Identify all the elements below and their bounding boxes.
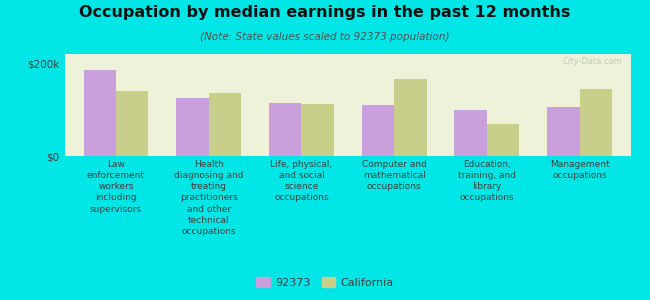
Bar xyxy=(116,91,148,156)
Bar xyxy=(547,107,580,156)
Bar xyxy=(176,98,209,156)
Text: City-Data.com: City-Data.com xyxy=(562,57,622,66)
Bar xyxy=(209,93,241,156)
Bar xyxy=(454,110,487,156)
Bar xyxy=(361,105,394,156)
Text: Occupation by median earnings in the past 12 months: Occupation by median earnings in the pas… xyxy=(79,4,571,20)
Bar xyxy=(394,80,426,156)
Legend: 92373, California: 92373, California xyxy=(253,274,397,291)
Bar xyxy=(302,103,334,156)
Bar xyxy=(84,70,116,156)
Bar xyxy=(487,124,519,156)
Bar xyxy=(580,89,612,156)
Text: (Note: State values scaled to 92373 population): (Note: State values scaled to 92373 popu… xyxy=(200,32,450,41)
Bar xyxy=(269,103,302,156)
